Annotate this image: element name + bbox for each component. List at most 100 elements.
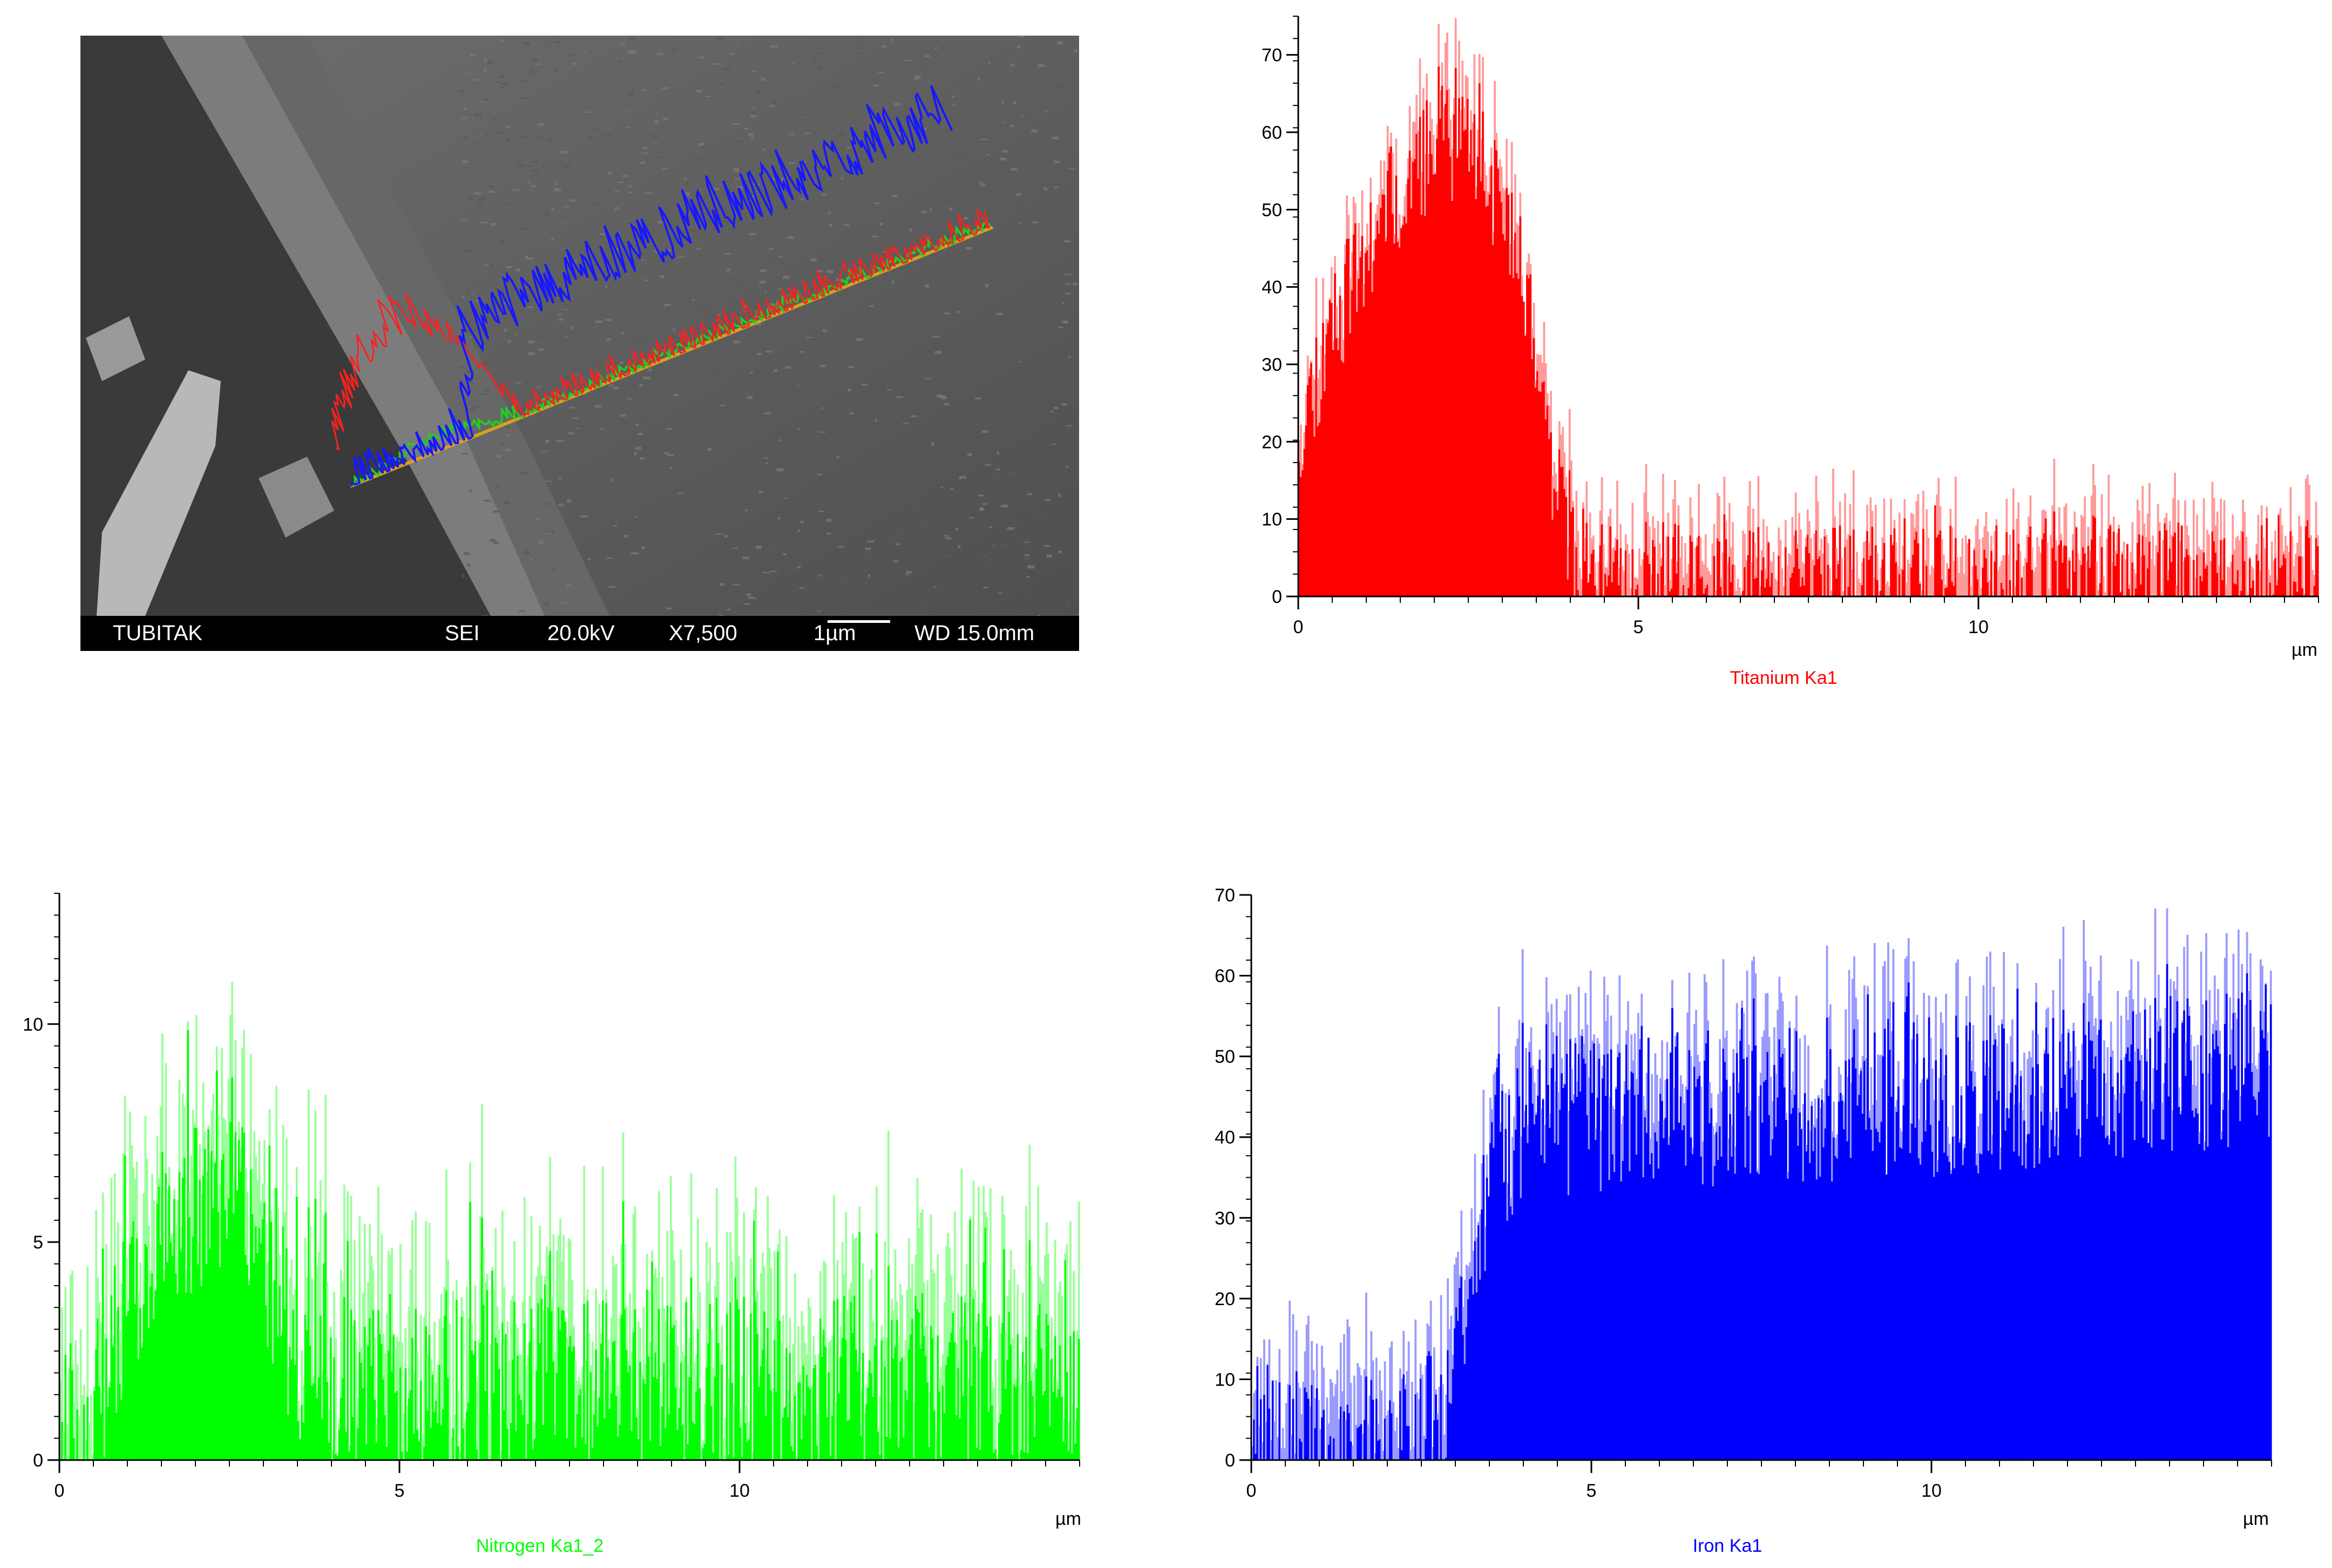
nitrogen-bar-peak: [197, 1243, 199, 1265]
nitrogen-bar: [333, 1357, 335, 1460]
nitrogen-bar-peak: [409, 1269, 412, 1390]
iron-bar: [1916, 1034, 1919, 1460]
titanium-bar: [1324, 391, 1326, 596]
iron-bar-peak: [2249, 953, 2252, 1000]
nitrogen-bar-peak: [931, 1269, 934, 1339]
iron-bar-peak: [1336, 1369, 1339, 1460]
sem-texture-grain: [1043, 545, 1050, 547]
sem-texture-grain: [761, 151, 764, 154]
nitrogen-bar: [248, 1285, 250, 1460]
sem-texture-grain: [887, 389, 892, 391]
sem-texture-grain: [867, 574, 870, 578]
titanium-bar: [1562, 466, 1564, 596]
titanium-bar: [1599, 545, 1602, 596]
titanium-bar: [1844, 547, 1846, 596]
nitrogen-bar: [566, 1437, 568, 1460]
iron-bar: [1629, 1171, 1631, 1460]
nitrogen-bar: [622, 1201, 625, 1460]
nitrogen-bar-peak: [469, 1162, 471, 1203]
titanium-bar: [1442, 140, 1445, 596]
titanium-bar-peak: [1893, 520, 1896, 529]
sem-texture-grain: [893, 103, 901, 106]
nitrogen-bar: [313, 1383, 315, 1460]
iron-bar-peak: [2081, 1043, 2083, 1080]
sem-texture-grain: [1027, 565, 1035, 569]
sem-texture-grain: [999, 157, 1007, 161]
titanium-bar: [2232, 554, 2234, 596]
nitrogen-bar: [816, 1445, 818, 1460]
sem-texture-grain: [837, 546, 844, 548]
iron-bar: [2189, 1060, 2192, 1460]
sem-texture-grain: [1058, 326, 1063, 328]
titanium-bar-peak: [1784, 520, 1787, 548]
sem-texture-grain: [1027, 493, 1033, 495]
nitrogen-x-tick-label: 10: [729, 1481, 750, 1501]
titanium-bar: [1806, 534, 1809, 596]
nitrogen-bar: [851, 1333, 854, 1460]
nitrogen-bar-peak: [464, 1420, 466, 1459]
nitrogen-bar: [666, 1305, 669, 1460]
titanium-x-tick-label: 0: [1293, 617, 1304, 637]
nitrogen-bar-peak: [397, 1341, 400, 1460]
nitrogen-bar-peak: [668, 1334, 670, 1414]
nitrogen-bar-peak: [903, 1356, 905, 1437]
sem-texture-grain: [1025, 554, 1029, 556]
nitrogen-bar: [144, 1244, 147, 1460]
nitrogen-bar: [404, 1368, 407, 1460]
iron-bar: [1712, 1186, 1714, 1460]
titanium-bar: [1488, 194, 1491, 596]
nitrogen-bar-peak: [455, 1280, 458, 1300]
nitrogen-bar: [989, 1316, 992, 1460]
iron-bar-peak: [1761, 1037, 1764, 1123]
sem-texture-grain: [1014, 262, 1020, 265]
titanium-bar-peak: [1514, 174, 1516, 233]
sem-texture-grain: [708, 198, 713, 199]
sem-texture-grain: [509, 575, 515, 577]
titanium-bar-peak: [1871, 511, 1874, 527]
titanium-bar-peak: [1374, 213, 1377, 239]
iron-bar-peak: [2151, 1103, 2153, 1148]
nitrogen-bar: [222, 1153, 225, 1460]
titanium-bar: [2308, 538, 2310, 596]
sem-texture-grain: [950, 419, 955, 422]
nitrogen-bar-peak: [795, 1457, 798, 1460]
nitrogen-bar-peak: [105, 1244, 107, 1339]
iron-bar: [1679, 1096, 1682, 1460]
nitrogen-bar: [801, 1439, 803, 1460]
iron-bar: [1622, 1160, 1624, 1460]
iron-bar-peak: [2139, 1012, 2141, 1061]
iron-bar-peak: [1872, 1104, 1874, 1151]
titanium-bar-peak: [2213, 498, 2215, 541]
titanium-bar: [2053, 511, 2056, 596]
iron-bar-peak: [1731, 1125, 1733, 1157]
iron-bar-peak: [1649, 1138, 1651, 1165]
sem-texture-grain: [875, 337, 880, 341]
iron-bar-peak: [1894, 1107, 1896, 1162]
iron-bar: [1839, 1092, 1842, 1460]
iron-bar: [1890, 1096, 1893, 1460]
nitrogen-bar-peak: [991, 1380, 993, 1406]
nitrogen-bar-peak: [971, 1288, 973, 1387]
titanium-bar: [1364, 253, 1367, 596]
titanium-bar-peak: [2308, 484, 2310, 538]
nitrogen-bar: [897, 1447, 900, 1460]
nitrogen-bar-peak: [749, 1258, 752, 1314]
sem-texture-grain: [837, 456, 839, 459]
nitrogen-bar-peak: [860, 1388, 863, 1437]
iron-bar: [2059, 1041, 2061, 1460]
nitrogen-bar: [195, 1128, 198, 1460]
iron-bar: [1537, 1095, 1539, 1460]
nitrogen-bar: [605, 1303, 607, 1460]
sem-texture-grain: [877, 151, 883, 154]
nitrogen-bar: [579, 1389, 582, 1460]
nitrogen-bar: [83, 1404, 85, 1460]
sem-overlay-titanium-trace: [331, 208, 990, 451]
nitrogen-bar-peak: [999, 1333, 1002, 1414]
sem-texture-grain: [1066, 293, 1072, 295]
sem-texture-grain: [1043, 110, 1048, 112]
sem-texture-grain: [677, 347, 682, 349]
titanium-bar-peak: [1976, 519, 1979, 580]
titanium-bar: [1334, 273, 1336, 596]
nitrogen-bar-peak: [1006, 1296, 1009, 1361]
iron-bar: [1445, 1457, 1447, 1460]
